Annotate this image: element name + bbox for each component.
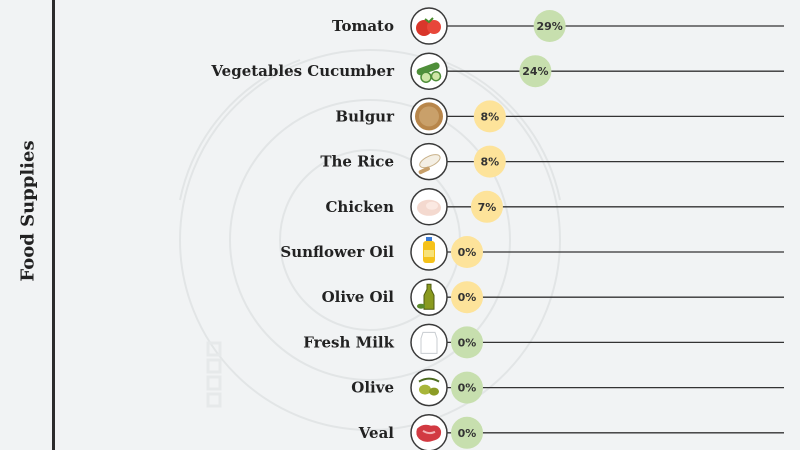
category-label-tomato: Tomato bbox=[332, 17, 394, 35]
olive-oil-icon bbox=[417, 283, 435, 310]
value-label-the-rice: 8% bbox=[480, 156, 499, 169]
category-label-sunflower-oil: Sunflower Oil bbox=[280, 243, 394, 261]
value-bubble-olive bbox=[451, 371, 483, 404]
cucumber-icon bbox=[416, 62, 442, 83]
value-label-sunflower-oil: 0% bbox=[458, 246, 477, 259]
value-bubble-vegetables-cucumber bbox=[519, 55, 552, 88]
value-bubble-chicken bbox=[470, 190, 503, 223]
value-bubble-veal bbox=[451, 416, 483, 449]
value-label-veal: 0% bbox=[458, 427, 477, 440]
category-label-olive: Olive bbox=[351, 379, 394, 397]
category-label-the-rice: The Rice bbox=[320, 153, 394, 171]
value-bubble-bulgur bbox=[473, 100, 506, 133]
value-label-vegetables-cucumber: 24% bbox=[522, 65, 548, 78]
olive-icon bbox=[418, 377, 440, 396]
axis-divider bbox=[52, 0, 55, 450]
value-bubble-sunflower-oil bbox=[451, 236, 483, 268]
value-bubble-olive-oil bbox=[451, 281, 483, 314]
rice-icon bbox=[418, 154, 441, 175]
milk-icon bbox=[420, 331, 438, 354]
value-label-bulgur: 8% bbox=[480, 110, 499, 123]
value-label-fresh-milk: 0% bbox=[458, 336, 477, 349]
value-label-tomato: 29% bbox=[536, 20, 562, 33]
category-label-fresh-milk: Fresh Milk bbox=[303, 333, 394, 351]
sunflower-oil-icon bbox=[423, 237, 435, 263]
value-bubble-fresh-milk bbox=[451, 326, 483, 359]
veal-icon bbox=[416, 424, 442, 442]
category-label-bulgur: Bulgur bbox=[335, 107, 395, 125]
category-label-chicken: Chicken bbox=[325, 198, 394, 216]
value-label-olive: 0% bbox=[458, 382, 477, 395]
category-label-olive-oil: Olive Oil bbox=[322, 288, 395, 306]
bulgur-icon bbox=[415, 102, 443, 131]
value-bubble-tomato bbox=[533, 10, 566, 42]
category-label-veal: Veal bbox=[358, 424, 395, 442]
chicken-icon bbox=[417, 199, 441, 216]
value-label-chicken: 7% bbox=[478, 201, 497, 214]
category-label-vegetables-cucumber: Vegetables Cucumber bbox=[210, 62, 395, 80]
tomato-icon bbox=[416, 17, 441, 36]
value-bubble-the-rice bbox=[473, 145, 506, 178]
value-label-olive-oil: 0% bbox=[458, 291, 477, 304]
